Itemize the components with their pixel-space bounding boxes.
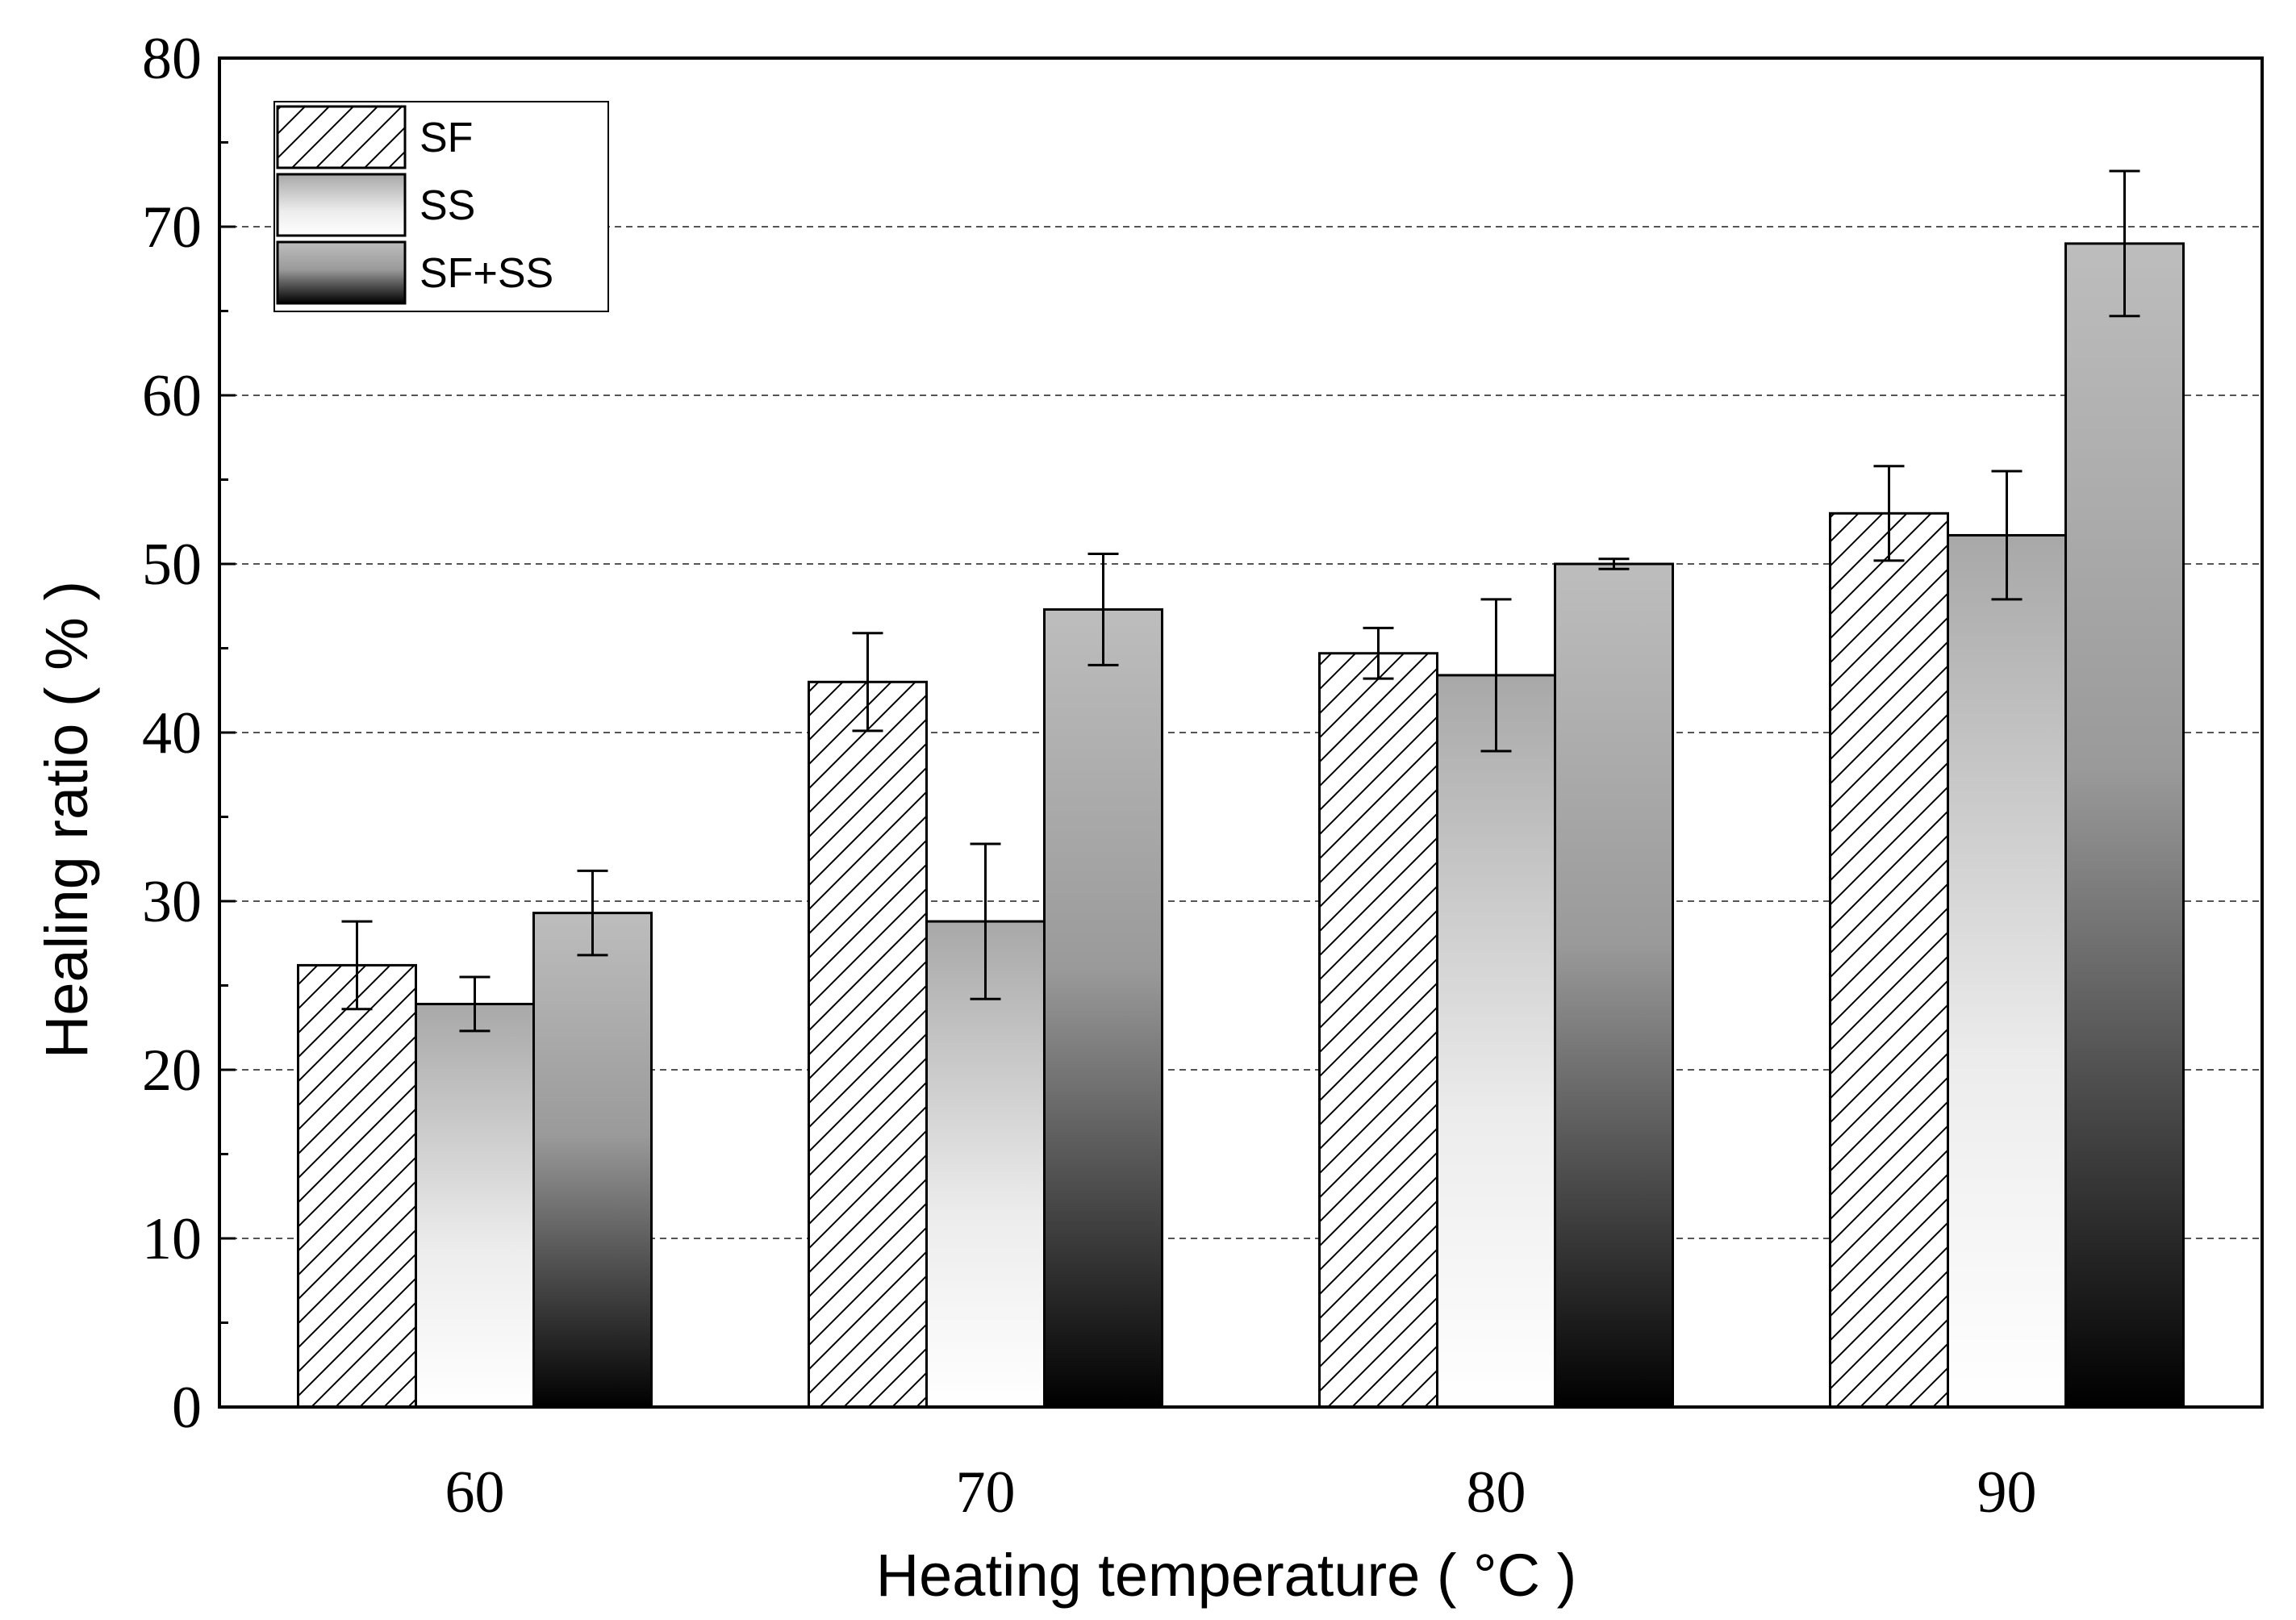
axes [218,56,2264,1409]
bar [415,1002,535,1409]
legend-label: SF+SS [420,250,553,297]
bar [925,920,1046,1409]
x-tick-label: 60 [445,1459,505,1526]
y-axis-title: Healing ratio ( % ) [33,581,100,1058]
bar [1829,511,1949,1409]
x-axis-title: Heating temperature ( °C ) [876,1542,1577,1609]
bar [1554,562,1674,1409]
x-tick-label: 70 [956,1459,1016,1526]
bar [1043,608,1163,1409]
error-bars [341,169,2140,1033]
legend-swatch [276,173,407,237]
legend-label: SF [420,115,473,161]
y-tick-label: 50 [142,532,202,598]
y-tick-label: 20 [142,1038,202,1104]
bars [297,242,2185,1409]
bar [1947,533,2067,1409]
y-tick-label: 80 [142,26,202,92]
y-tick-label: 70 [142,194,202,261]
legend-swatch [276,240,407,305]
y-tick-label: 40 [142,700,202,766]
x-tick-label: 80 [1467,1459,1526,1526]
bar [1318,652,1438,1409]
bar [808,680,928,1409]
bar [297,963,417,1409]
y-tick-label: 10 [142,1206,202,1272]
y-tick-label: 30 [142,869,202,935]
tick-labels: 0 10 20 30 40 50 60 70 80 60 70 80 90 [142,26,2037,1526]
legend: SF SS SF+SS [273,101,609,312]
y-tick-label: 60 [142,363,202,429]
y-tick-label: 0 [172,1375,202,1441]
legend-swatch [276,105,407,169]
bar [2064,242,2185,1409]
x-tick-label: 90 [1977,1459,2037,1526]
bar [532,912,653,1409]
legend-label: SS [420,182,475,229]
bar [1436,674,1556,1409]
